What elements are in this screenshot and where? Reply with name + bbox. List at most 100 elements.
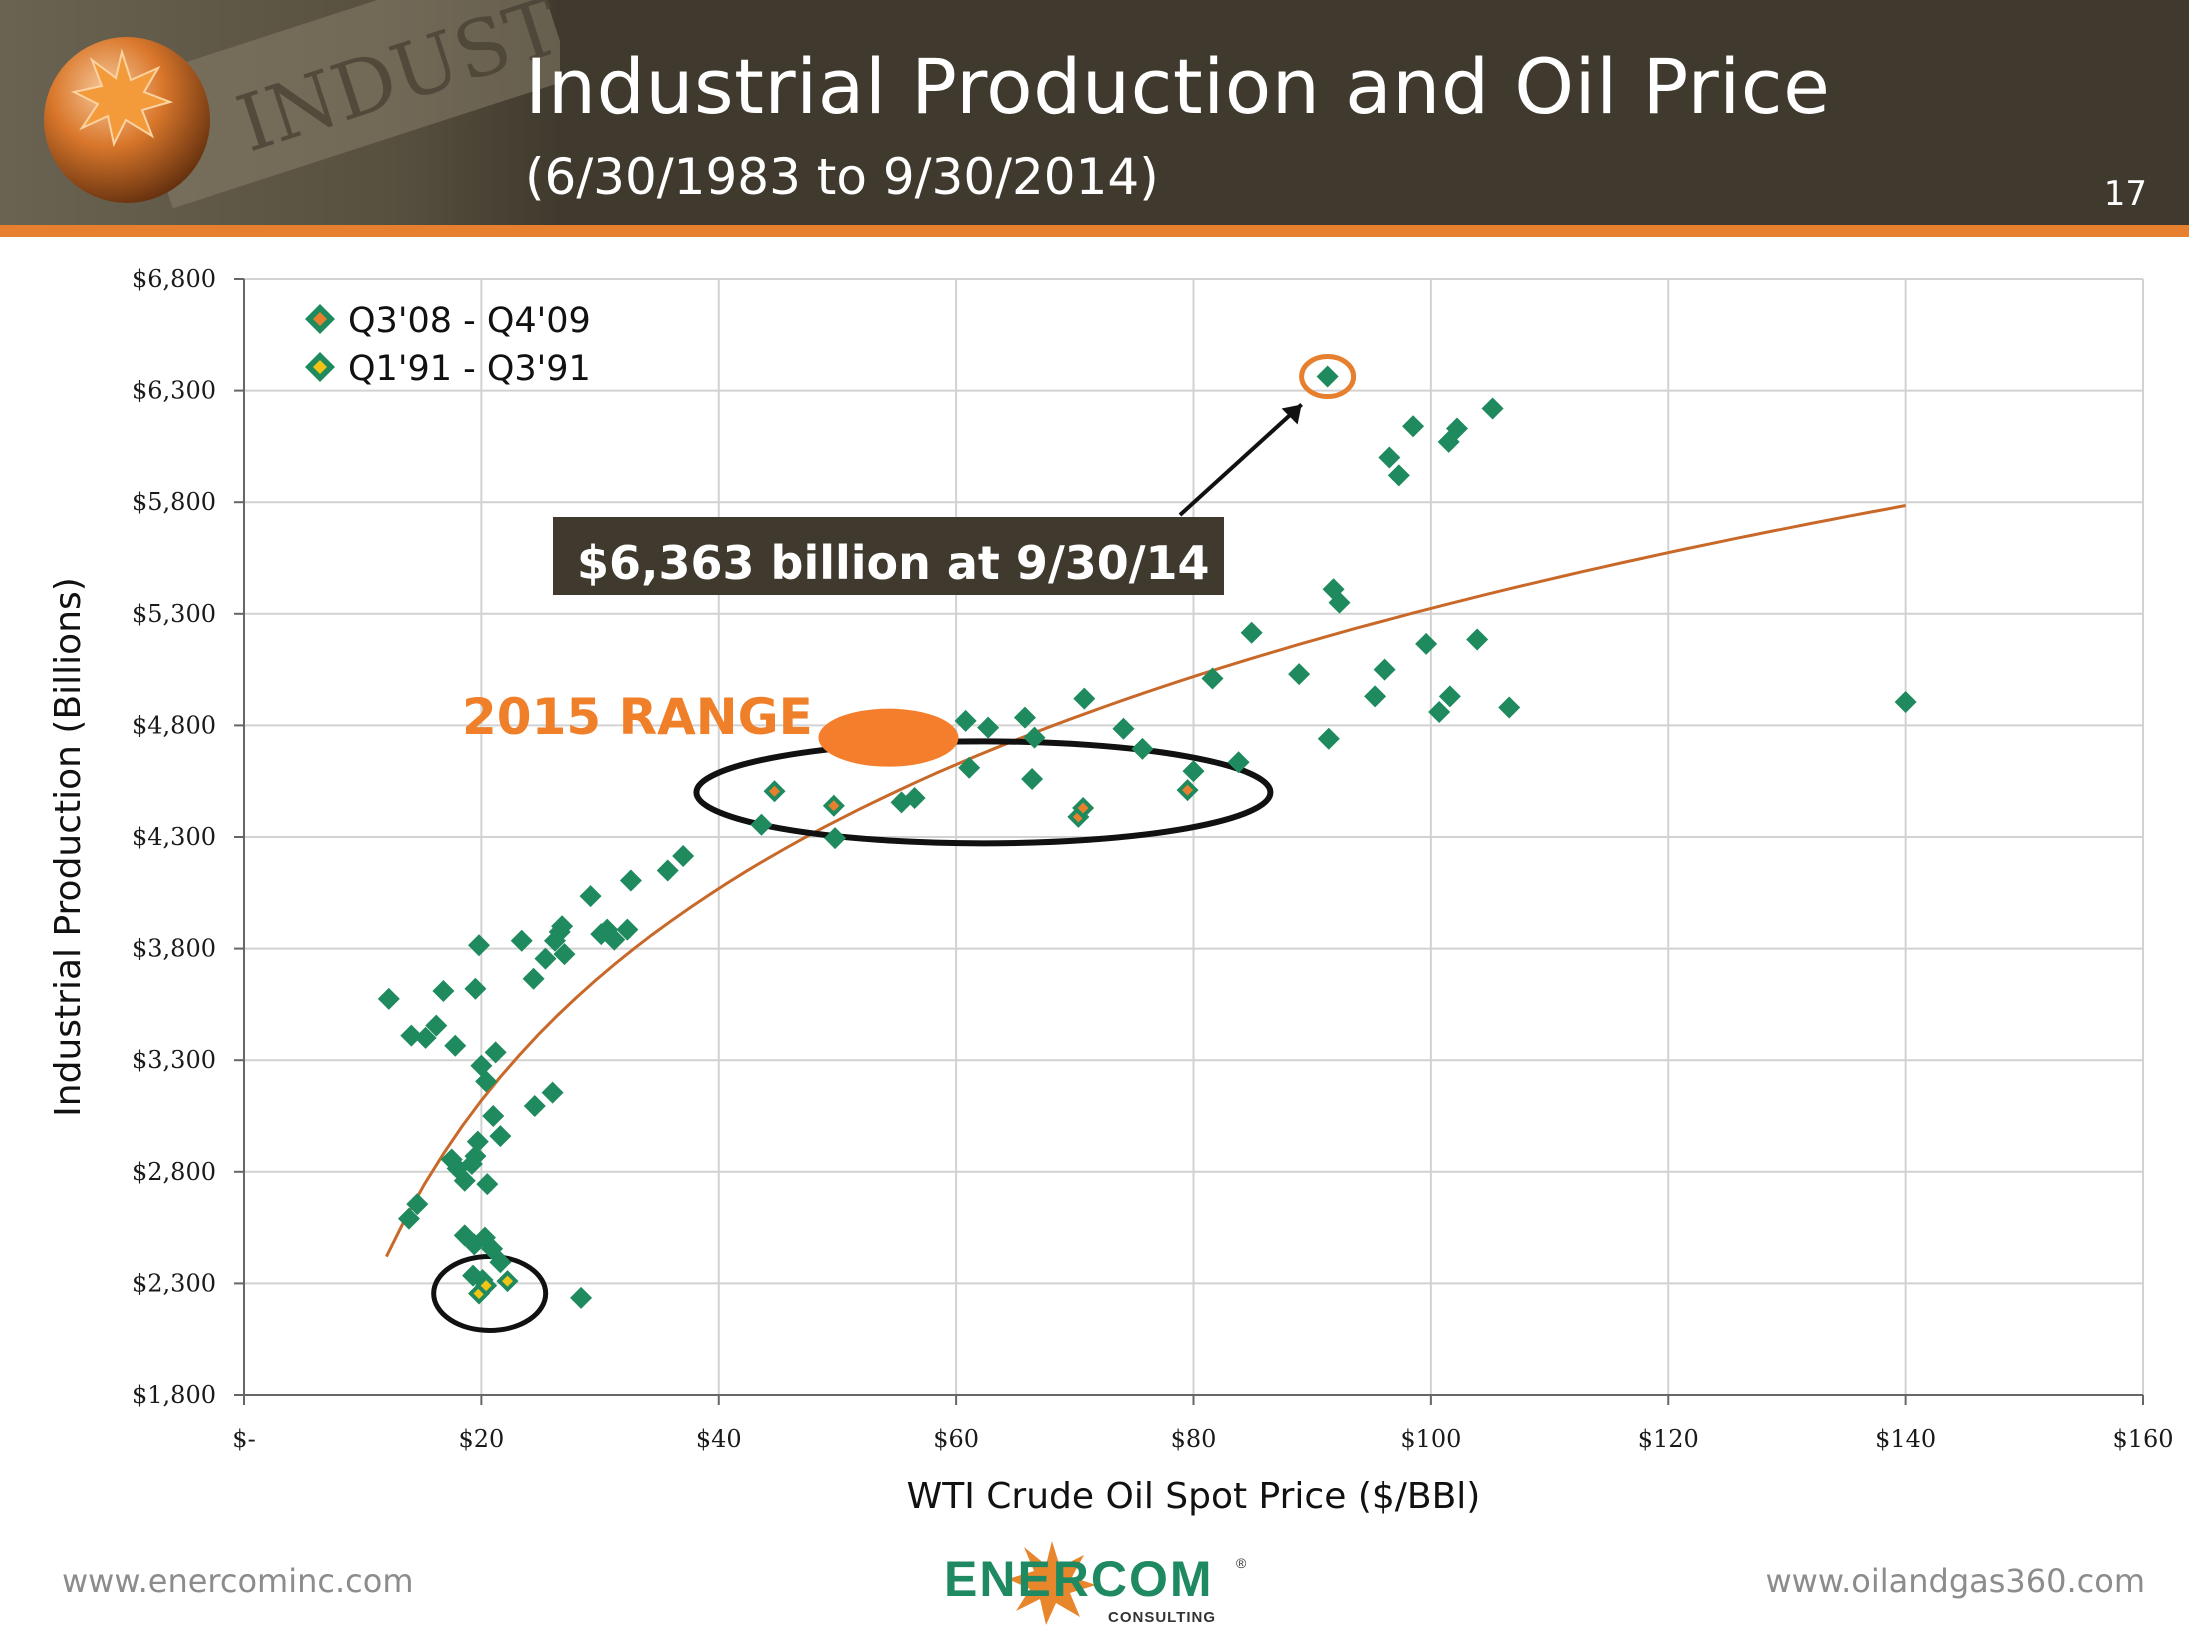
data-point: [954, 709, 977, 732]
banner-art: INDUSTR: [0, 0, 560, 225]
data-point: [1240, 621, 1263, 644]
data-point: [1894, 690, 1917, 713]
trend-line: [385, 504, 1906, 1258]
data-point: [551, 915, 574, 938]
data-point: [1445, 417, 1468, 440]
data-point: [475, 1070, 498, 1093]
enercom-logo: ENERCOM ® CONSULTING: [944, 1541, 1247, 1626]
y-tick-label: $5,300: [132, 600, 216, 628]
data-point: [1112, 717, 1135, 740]
x-axis-title: WTI Crude Oil Spot Price ($/BBl): [907, 1476, 1481, 1517]
callout-box: [553, 517, 1224, 595]
footer-link-enercom[interactable]: www.enercominc.com: [62, 1562, 414, 1600]
data-point: [484, 1041, 507, 1064]
logo-sun-icon: [1008, 1541, 1096, 1625]
data-point: [1481, 397, 1504, 420]
data-point: [1023, 726, 1046, 749]
data-point: [958, 756, 981, 779]
chart-annotations: $6,363 billion at 9/30/14 2015 RANGE: [462, 403, 1303, 767]
y-tick-label: $6,300: [132, 377, 216, 405]
data-point: [1013, 706, 1036, 729]
x-tick-label: $20: [458, 1425, 504, 1453]
data-point-highlight: [480, 1280, 492, 1292]
data-point: [534, 947, 557, 970]
data-point: [510, 929, 533, 952]
data-point: [903, 786, 926, 809]
data-point: [616, 918, 639, 941]
footer-link-oilandgas360[interactable]: www.oilandgas360.com: [1765, 1562, 2146, 1600]
data-point: [523, 1094, 546, 1117]
data-point: [603, 928, 626, 951]
y-tick-label: $4,800: [132, 711, 216, 739]
slide-number: 17: [2103, 174, 2147, 214]
data-point: [1316, 365, 1339, 388]
chart-grid: [244, 278, 2144, 1395]
data-point: [1415, 632, 1438, 655]
data-point: [1466, 628, 1489, 651]
data-point: [406, 1193, 429, 1216]
data-point: [1428, 701, 1451, 724]
data-point: [489, 1125, 512, 1148]
highlight-ellipses: [431, 354, 1357, 1333]
y-tick-label: $1,800: [132, 1381, 216, 1409]
slide-header: INDUSTR Industrial Production and Oil Pr…: [0, 0, 2189, 225]
data-point: [824, 827, 847, 850]
data-point: [397, 1207, 420, 1230]
slide-subtitle: (6/30/1983 to 9/30/2014): [525, 148, 1159, 206]
data-point: [468, 934, 491, 957]
data-point: [522, 967, 545, 990]
data-point: [1402, 415, 1425, 438]
data-point: [453, 1169, 476, 1192]
data-point: [1227, 751, 1250, 774]
data-points: [377, 365, 1917, 1309]
x-tick-label: $60: [933, 1425, 979, 1453]
data-point: [460, 1152, 483, 1175]
data-point-highlight: [1077, 802, 1089, 814]
data-point: [1131, 737, 1154, 760]
range-marker: [818, 708, 959, 767]
data-point: [579, 885, 602, 908]
data-point: [1182, 760, 1205, 783]
data-point: [1201, 667, 1224, 690]
data-point: [977, 716, 1000, 739]
data-point: [570, 1286, 593, 1309]
legend-label: Q1'91 - Q3'91: [348, 349, 591, 389]
data-point: [672, 844, 695, 867]
slide-title: Industrial Production and Oil Price: [525, 42, 1831, 131]
data-point: [1387, 464, 1410, 487]
header-accent-bar: [0, 225, 2189, 237]
legend-marker: [313, 360, 327, 374]
data-point: [476, 1173, 499, 1196]
data-point: [541, 1081, 564, 1104]
data-point-highlight: [769, 785, 781, 797]
y-tick-label: $4,300: [132, 823, 216, 851]
data-point: [553, 943, 576, 966]
x-tick-label: $160: [2112, 1425, 2173, 1453]
data-point: [400, 1024, 423, 1047]
data-point: [1021, 767, 1044, 790]
data-point: [432, 980, 455, 1003]
data-point: [473, 1226, 496, 1249]
legend-label: Q3'08 - Q4'09: [348, 301, 591, 341]
data-point: [444, 1034, 467, 1057]
x-tick-label: $80: [1171, 1425, 1217, 1453]
data-point: [377, 987, 400, 1010]
legend-marker: [313, 312, 327, 326]
data-point: [1438, 685, 1461, 708]
data-point: [619, 869, 642, 892]
data-point: [1378, 446, 1401, 469]
y-tick-label: $3,800: [132, 935, 216, 963]
callout-arrow-line: [1178, 403, 1303, 517]
brand-name: ENERCOM: [944, 1551, 1214, 1607]
data-point: [1073, 687, 1096, 710]
data-point: [466, 1130, 489, 1153]
data-point-highlight: [828, 800, 840, 812]
x-tick-label: $120: [1638, 1425, 1699, 1453]
data-point: [1373, 658, 1396, 681]
y-axis-ticks: $1,800 $2,300 $2,800 $3,300 $3,800 $4,300 $4,8…: [132, 265, 244, 1409]
scatter-chart: $- $20 $40 $60 $80 $100 $120 $140 $160 $1,800 $2,…: [48, 265, 2174, 1517]
range-label: 2015 RANGE: [462, 688, 813, 746]
data-point: [750, 813, 773, 836]
data-point: [425, 1014, 448, 1037]
x-tick-label: $40: [696, 1425, 742, 1453]
